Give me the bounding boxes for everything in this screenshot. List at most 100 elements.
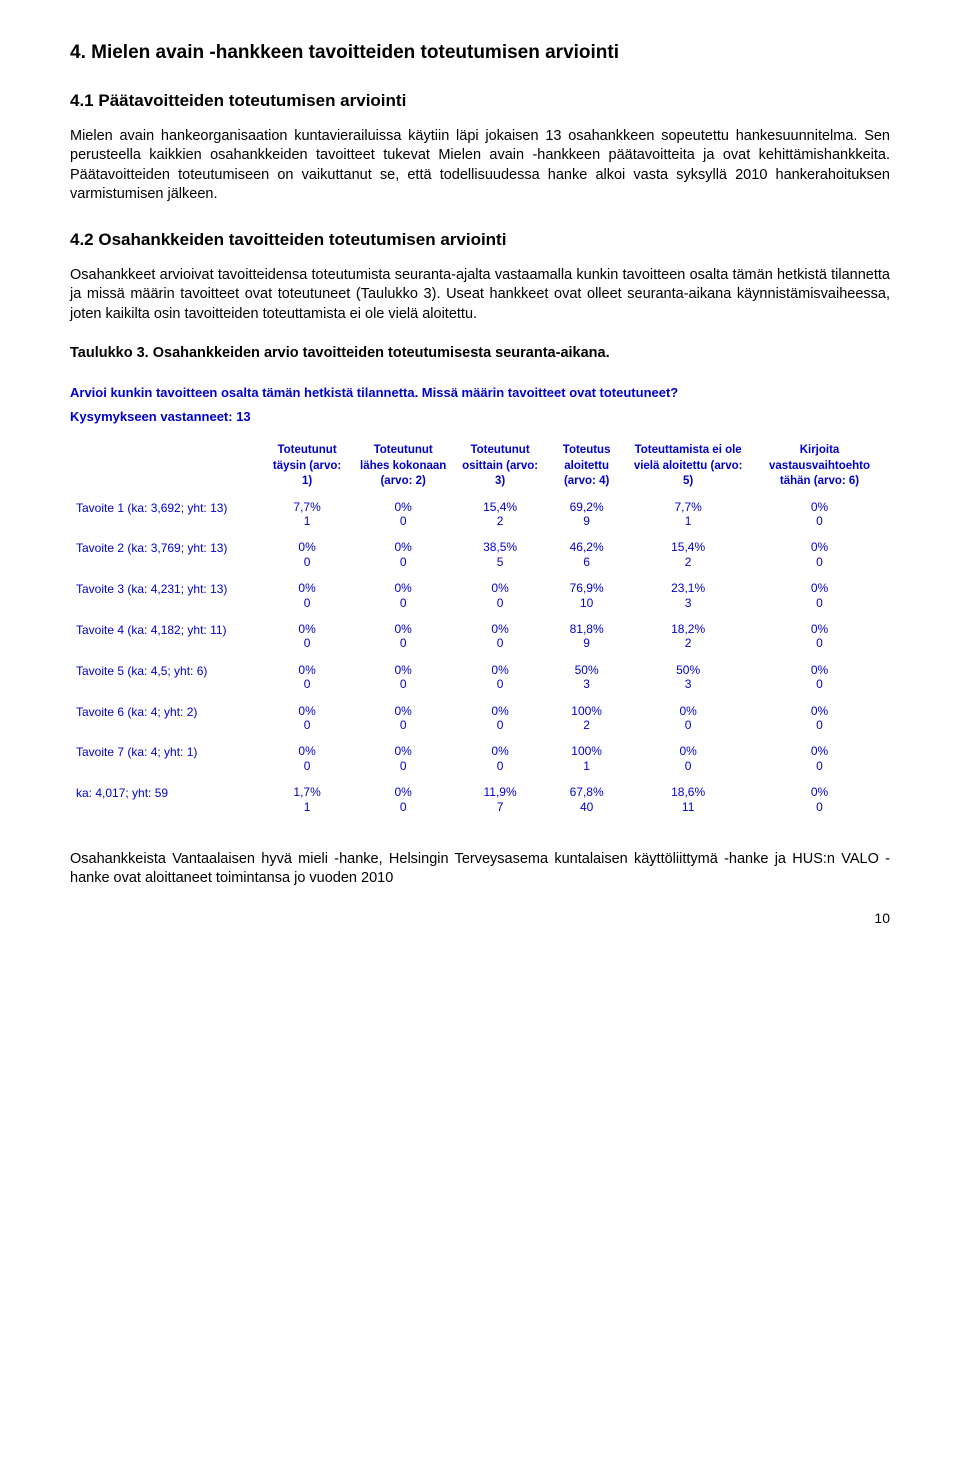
- cell-percent: 11,9%: [460, 785, 540, 799]
- cell-percent: 0%: [358, 540, 448, 554]
- cell-count: 0: [358, 636, 448, 650]
- table-row: Tavoite 2 (ka: 3,769; yht: 13)0%00%038,5…: [70, 534, 890, 575]
- cell-percent: 18,2%: [633, 622, 743, 636]
- cell-percent: 0%: [460, 704, 540, 718]
- cell-count: 0: [358, 800, 448, 814]
- section-heading: 4. Mielen avain -hankkeen tavoitteiden t…: [70, 40, 890, 66]
- table-cell: 0%0: [352, 494, 454, 535]
- cell-count: 0: [633, 759, 743, 773]
- paragraph-3: Osahankkeista Vantaalaisen hyvä mieli -h…: [70, 850, 890, 889]
- table-cell: 0%0: [262, 657, 352, 698]
- cell-percent: 100%: [552, 704, 621, 718]
- table-cell: 0%0: [454, 738, 546, 779]
- table-cell: 0%0: [749, 779, 890, 820]
- table-cell: 0%0: [749, 494, 890, 535]
- cell-percent: 0%: [358, 500, 448, 514]
- cell-count: 1: [552, 759, 621, 773]
- row-label: ka: 4,017; yht: 59: [70, 779, 262, 820]
- cell-count: 0: [460, 759, 540, 773]
- cell-count: 0: [268, 759, 346, 773]
- cell-percent: 81,8%: [552, 622, 621, 636]
- subsection-heading-2: 4.2 Osahankkeiden tavoitteiden toteutumi…: [70, 229, 890, 252]
- table-cell: 7,7%1: [627, 494, 749, 535]
- cell-percent: 0%: [358, 704, 448, 718]
- table-cell: 15,4%2: [454, 494, 546, 535]
- table-cell: 0%0: [454, 616, 546, 657]
- cell-percent: 0%: [755, 704, 884, 718]
- cell-count: 2: [460, 514, 540, 528]
- table-body: Tavoite 1 (ka: 3,692; yht: 13)7,7%10%015…: [70, 494, 890, 820]
- table-cell: 7,7%1: [262, 494, 352, 535]
- table-cell: 0%0: [352, 779, 454, 820]
- cell-count: 0: [358, 759, 448, 773]
- col-header: Toteutunut osittain (arvo: 3): [454, 439, 546, 494]
- table-cell: 0%0: [749, 738, 890, 779]
- table-cell: 0%0: [352, 534, 454, 575]
- cell-percent: 15,4%: [633, 540, 743, 554]
- table-cell: 0%0: [454, 575, 546, 616]
- cell-count: 40: [552, 800, 621, 814]
- table-cell: 38,5%5: [454, 534, 546, 575]
- col-header: Toteutus aloitettu (arvo: 4): [546, 439, 627, 494]
- table-cell: 0%0: [262, 698, 352, 739]
- table-cell: 0%0: [262, 534, 352, 575]
- results-table: Toteutunut täysin (arvo: 1)Toteutunut lä…: [70, 439, 890, 820]
- cell-count: 0: [268, 677, 346, 691]
- table-cell: 0%0: [262, 738, 352, 779]
- cell-percent: 7,7%: [268, 500, 346, 514]
- row-label: Tavoite 1 (ka: 3,692; yht: 13): [70, 494, 262, 535]
- table-cell: 0%0: [627, 738, 749, 779]
- table-row: Tavoite 4 (ka: 4,182; yht: 11)0%00%00%08…: [70, 616, 890, 657]
- table-cell: 1,7%1: [262, 779, 352, 820]
- cell-count: 11: [633, 800, 743, 814]
- cell-percent: 0%: [268, 540, 346, 554]
- table-row: Tavoite 3 (ka: 4,231; yht: 13)0%00%00%07…: [70, 575, 890, 616]
- cell-count: 1: [633, 514, 743, 528]
- cell-percent: 100%: [552, 744, 621, 758]
- table-cell: 69,2%9: [546, 494, 627, 535]
- cell-count: 0: [460, 677, 540, 691]
- cell-count: 0: [460, 718, 540, 732]
- cell-count: 0: [633, 718, 743, 732]
- table-row: ka: 4,017; yht: 591,7%10%011,9%767,8%401…: [70, 779, 890, 820]
- row-label: Tavoite 2 (ka: 3,769; yht: 13): [70, 534, 262, 575]
- cell-percent: 50%: [552, 663, 621, 677]
- cell-percent: 0%: [268, 704, 346, 718]
- table-caption-bold: Taulukko 3. Osahankkeiden arvio tavoitte…: [70, 345, 610, 361]
- table-cell: 0%0: [749, 657, 890, 698]
- cell-count: 6: [552, 555, 621, 569]
- cell-percent: 0%: [755, 540, 884, 554]
- cell-count: 0: [358, 596, 448, 610]
- subsection-heading-1: 4.1 Päätavoitteiden toteutumisen arvioin…: [70, 90, 890, 113]
- col-header: Kirjoita vastausvaihtoehto tähän (arvo: …: [749, 439, 890, 494]
- cell-count: 0: [755, 800, 884, 814]
- table-cell: 46,2%6: [546, 534, 627, 575]
- table-cell: 0%0: [749, 698, 890, 739]
- cell-count: 10: [552, 596, 621, 610]
- col-header: Toteutunut täysin (arvo: 1): [262, 439, 352, 494]
- col-rowlabel: [70, 439, 262, 494]
- cell-percent: 0%: [755, 663, 884, 677]
- cell-count: 0: [755, 636, 884, 650]
- table-cell: 100%1: [546, 738, 627, 779]
- cell-percent: 0%: [358, 785, 448, 799]
- row-label: Tavoite 5 (ka: 4,5; yht: 6): [70, 657, 262, 698]
- cell-count: 0: [268, 718, 346, 732]
- table-cell: 0%0: [352, 616, 454, 657]
- cell-percent: 0%: [460, 622, 540, 636]
- table-cell: 0%0: [262, 575, 352, 616]
- cell-count: 3: [633, 677, 743, 691]
- cell-count: 5: [460, 555, 540, 569]
- cell-count: 1: [268, 514, 346, 528]
- table-row: Tavoite 6 (ka: 4; yht: 2)0%00%00%0100%20…: [70, 698, 890, 739]
- cell-percent: 76,9%: [552, 581, 621, 595]
- row-label: Tavoite 7 (ka: 4; yht: 1): [70, 738, 262, 779]
- cell-percent: 23,1%: [633, 581, 743, 595]
- cell-count: 0: [755, 596, 884, 610]
- table-cell: 67,8%40: [546, 779, 627, 820]
- cell-count: 0: [268, 555, 346, 569]
- cell-count: 3: [552, 677, 621, 691]
- table-head: Toteutunut täysin (arvo: 1)Toteutunut lä…: [70, 439, 890, 494]
- table-cell: 15,4%2: [627, 534, 749, 575]
- cell-count: 0: [460, 636, 540, 650]
